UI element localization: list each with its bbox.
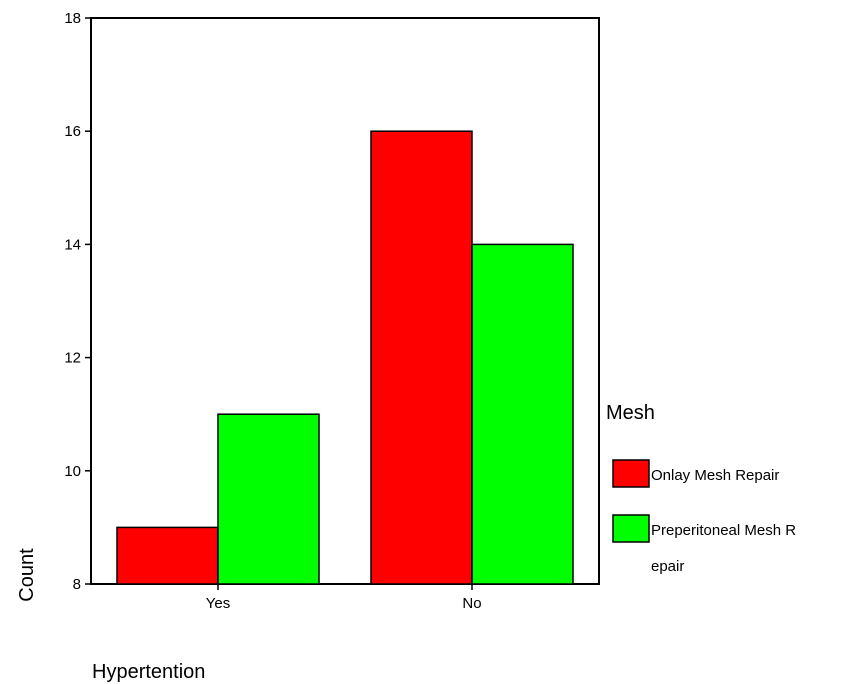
y-tick-label: 12 [64,350,81,367]
x-tick-label: Yes [206,595,230,612]
legend-swatch-onlay-mesh-repair [612,459,650,488]
bar-preperitoneal-mesh-repair-yes [217,413,320,585]
plot-frame [90,17,600,585]
legend-label: Preperitoneal Mesh R [651,522,796,539]
y-tick-label: 18 [64,10,81,27]
y-axis: 8 10 12 14 16 18 [64,10,91,593]
bar-onlay-mesh-repair-yes [116,526,219,585]
x-axis: Yes No [206,584,482,612]
legend: Onlay Mesh Repair Preperitoneal Mesh R epa… [612,459,796,575]
legend-label: epair [651,558,684,575]
x-tick-label: No [462,595,481,612]
legend-swatch-preperitoneal-mesh-repair [612,514,650,543]
legend-title: Mesh [606,402,655,424]
legend-label: Onlay Mesh Repair [651,467,779,484]
y-tick-label: 10 [64,463,81,480]
y-tick-label: 8 [73,576,81,593]
bars-group [116,130,574,585]
y-tick-label: 16 [64,123,81,140]
x-axis-title: Hypertention [92,661,205,683]
y-axis-title: Count [16,548,38,602]
bar-preperitoneal-mesh-repair-no [471,243,574,585]
bar-onlay-mesh-repair-no [370,130,473,585]
y-tick-label: 14 [64,236,81,253]
